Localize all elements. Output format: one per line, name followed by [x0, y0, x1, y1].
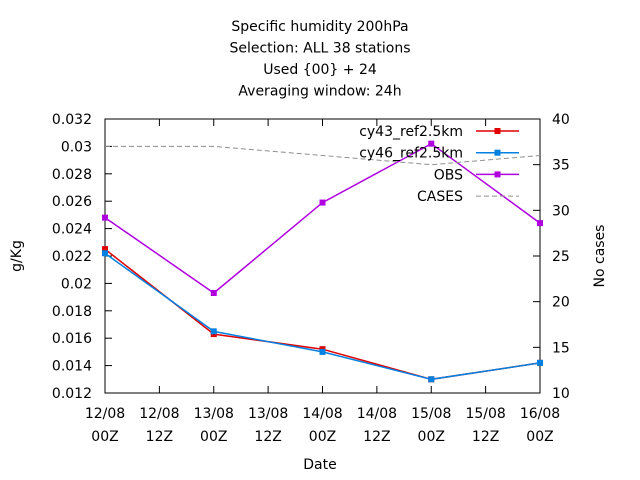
x-tick-label-date: 13/08 [248, 406, 288, 422]
data-point [537, 359, 543, 366]
data-point [428, 376, 435, 383]
title-line: Used {00} + 24 [263, 62, 377, 78]
y-tick-label: 0.018 [52, 304, 92, 320]
data-point [319, 348, 326, 355]
x-tick-label-hour: 12Z [254, 429, 281, 445]
x-tick-label-hour: 00Z [526, 429, 553, 445]
y-axis-label: g/Kg [9, 240, 25, 272]
series-layer [102, 140, 543, 383]
data-point [102, 214, 108, 221]
legend: cy43_ref2.5km cy46_ref2.5km OBS CASES [359, 124, 519, 205]
x-tick-label-hour: 00Z [309, 429, 336, 445]
x-tick-label-date: 14/08 [302, 406, 342, 422]
legend-marker [494, 149, 501, 156]
legend-label: CASES [417, 189, 463, 205]
axis-ticks: 0.012 0.014 0.016 0.018 0.02 0.022 0.024 0.026 0… [52, 112, 570, 445]
series-line-cy43_ref2.5km [104, 248, 541, 381]
x-tick-label-hour: 00Z [418, 429, 445, 445]
data-point [210, 328, 217, 335]
y2-tick-label: 25 [552, 249, 570, 265]
y-tick-label: 0.016 [52, 331, 92, 347]
series-line-CASES [105, 145, 541, 166]
y2-axis-label: No cases [592, 225, 608, 288]
legend-label: OBS [434, 167, 463, 183]
y-tick-label: 0.024 [52, 222, 92, 238]
data-point [428, 140, 435, 147]
y2-tick-label: 20 [552, 295, 570, 311]
legend-marker [494, 171, 501, 178]
y-tick-label: 0.012 [52, 386, 92, 402]
legend-label: cy46_ref2.5km [359, 146, 463, 162]
y-tick-label: 0.032 [52, 112, 92, 128]
x-tick-label-date: 12/08 [139, 406, 179, 422]
data-point [537, 220, 543, 227]
x-tick-label-hour: 00Z [200, 429, 227, 445]
x-tick-label-date: 12/08 [85, 406, 125, 422]
series-line-OBS [104, 142, 541, 294]
x-tick-label-hour: 00Z [91, 429, 118, 445]
data-point [102, 250, 108, 257]
data-point [102, 246, 108, 253]
x-tick-label-date: 14/08 [357, 406, 397, 422]
x-tick-label-date: 15/08 [465, 406, 505, 422]
y2-tick-label: 10 [552, 386, 570, 402]
data-point [210, 289, 217, 296]
y-tick-label: 0.028 [52, 167, 92, 183]
y-tick-label: 0.02 [61, 276, 92, 292]
y-tick-label: 0.022 [52, 249, 92, 265]
y-tick-label: 0.03 [61, 139, 92, 155]
y2-tick-label: 40 [552, 112, 570, 128]
title-line: Selection: ALL 38 stations [229, 41, 410, 57]
title-line: Specific humidity 200hPa [231, 19, 408, 35]
chart-title: Specific humidity 200hPa Selection: ALL 3… [229, 19, 410, 100]
y2-tick-label: 30 [552, 203, 570, 219]
series-line-cy46_ref2.5km [104, 252, 541, 381]
x-tick-label-hour: 12Z [472, 429, 499, 445]
x-axis-label: Date [303, 457, 336, 473]
y-tick-label: 0.026 [52, 194, 92, 210]
x-tick-label-hour: 12Z [363, 429, 390, 445]
y2-tick-label: 35 [552, 158, 570, 174]
x-tick-label-date: 13/08 [194, 406, 234, 422]
x-tick-label-hour: 12Z [146, 429, 173, 445]
legend-marker [494, 128, 501, 134]
x-tick-label-date: 15/08 [411, 406, 451, 422]
data-point [319, 199, 326, 206]
y2-tick-label: 15 [552, 340, 570, 356]
title-line: Averaging window: 24h [238, 84, 401, 100]
x-tick-label-date: 16/08 [520, 406, 560, 422]
y-tick-label: 0.014 [52, 359, 92, 375]
legend-label: cy43_ref2.5km [359, 124, 463, 140]
